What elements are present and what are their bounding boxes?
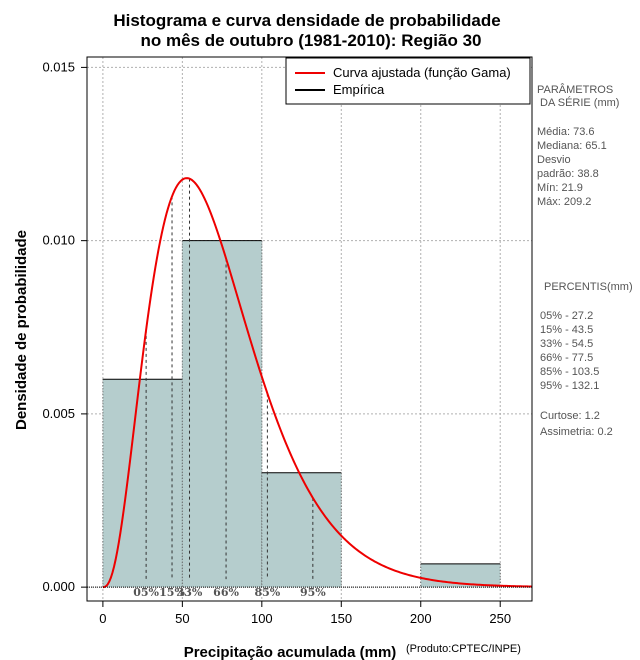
percentile-marks: 05% 15%33% 66% 85% 95% (133, 178, 326, 599)
legend-label-empirical: Empírica (333, 82, 385, 97)
chart-title-line-2: no mês de outubro (1981-2010): Região 30 (140, 31, 481, 50)
x-axis-label: Precipitação acumulada (mm) (184, 644, 397, 660)
param-max: Máx: 209.2 (537, 196, 591, 208)
param-mean: Média: 73.6 (537, 126, 594, 138)
y-tick-label-1: 0.005 (42, 406, 75, 421)
legend: Curva ajustada (função Gama) Empírica (285, 57, 531, 105)
y-tick-label-2: 0.010 (42, 233, 75, 248)
series-parameters-panel: PARÂMETROS DA SÉRIE (mm) Média: 73.6 Med… (537, 83, 633, 438)
percentile-label-1: 15% (159, 586, 185, 599)
x-tick-label-3: 150 (330, 611, 352, 626)
param-median: Mediana: 65.1 (537, 140, 607, 152)
gamma-curve (102, 177, 533, 589)
histogram-bars (102, 240, 501, 588)
histogram-bar-0 (102, 379, 183, 588)
x-tick-label-0: 0 (99, 611, 106, 626)
y-tick-label-0: 0.000 (42, 579, 75, 594)
y-axis-label: Densidade de probabilidade (13, 230, 30, 430)
percentile-label-0: 05% (133, 586, 159, 599)
param-stddev-2: padrão: 38.8 (537, 168, 599, 180)
percentis-title: PERCENTIS(mm) (544, 281, 633, 293)
x-tick-label-4: 200 (410, 611, 432, 626)
x-tick-label-1: 50 (175, 611, 189, 626)
params-title-2: DA SÉRIE (mm) (540, 96, 619, 109)
percentil-15: 15% - 43.5 (540, 324, 593, 336)
param-stddev-1: Desvio (537, 154, 571, 166)
percentil-05: 05% - 27.2 (540, 310, 593, 322)
legend-label-fitted: Curva ajustada (função Gama) (333, 65, 511, 80)
legend-box (285, 57, 531, 105)
percentil-66: 66% - 77.5 (540, 352, 593, 364)
percentil-33: 33% - 54.5 (540, 338, 593, 350)
histogram-bar-2 (261, 472, 342, 588)
skewness-value: Assimetria: 0.2 (540, 426, 613, 438)
param-min: Mín: 21.9 (537, 182, 583, 194)
percentile-label-2: 33% (177, 586, 203, 599)
percentile-label-4: 85% (255, 586, 281, 599)
chart-title-line-1: Histograma e curva densidade de probabil… (113, 11, 500, 30)
kurtosis-value: Curtose: 1.2 (540, 410, 600, 422)
plot-frame (86, 56, 533, 602)
percentil-85: 85% - 103.5 (540, 366, 599, 378)
x-tick-label-2: 100 (251, 611, 273, 626)
product-credit: (Produto:CPTEC/INPE) (406, 643, 521, 655)
percentil-95: 95% - 132.1 (540, 380, 599, 392)
percentile-label-3: 66% (213, 586, 239, 599)
params-title-1: PARÂMETROS (537, 83, 613, 96)
histogram-bar-1 (182, 240, 262, 588)
axes: 0 50 100 150 200 250 0.000 0.005 0.010 0.015 (42, 59, 511, 626)
y-tick-label-3: 0.015 (42, 59, 75, 74)
x-tick-label-5: 250 (489, 611, 511, 626)
percentile-label-5: 95% (300, 586, 326, 599)
